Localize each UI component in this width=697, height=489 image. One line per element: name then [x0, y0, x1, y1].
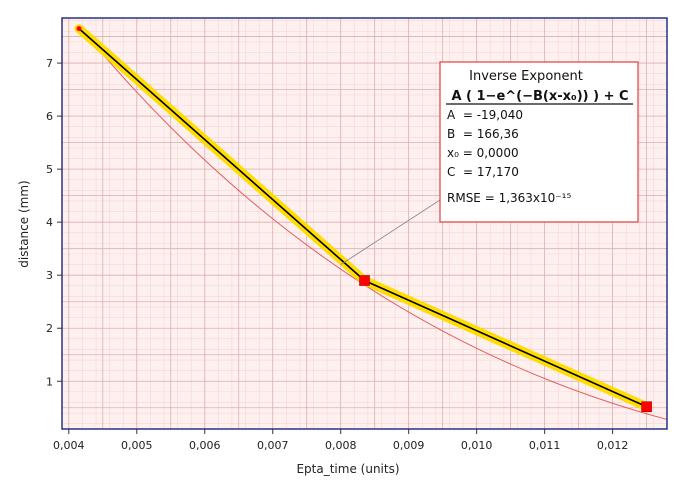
y-tick-label: 4 [46, 216, 53, 229]
y-tick-label: 3 [46, 269, 53, 282]
fit-param-b: B = 166,36 [447, 127, 519, 141]
x-tick-label: 0,007 [257, 439, 289, 452]
y-tick-label: 5 [46, 163, 53, 176]
fit-annotation-box: Inverse Exponent A ( 1−e^(−B(x-x₀)) ) + … [439, 61, 639, 223]
data-point [641, 401, 652, 413]
y-tick-label: 7 [46, 57, 53, 70]
data-point [76, 26, 82, 32]
plot-frame [61, 17, 668, 430]
x-tick-label: 0,010 [461, 439, 493, 452]
data-point [359, 275, 370, 286]
data-markers [76, 26, 652, 413]
x-axis-ticks: 0,004 0,005 0,006 0,007 0,008 0,009 0,010 0,011… [53, 429, 628, 452]
x-tick-label: 0,011 [529, 439, 561, 452]
x-tick-label: 0,004 [53, 439, 85, 452]
x-tick-label: 0,006 [189, 439, 221, 452]
y-tick-label: 1 [46, 375, 53, 388]
fit-param-a: A = -19,040 [447, 108, 523, 122]
y-tick-label: 6 [46, 110, 53, 123]
y-axis-ticks: 1 2 3 4 5 6 7 [46, 57, 62, 388]
x-tick-label: 0,005 [121, 439, 153, 452]
fit-rmse: RMSE = 1,363x10⁻¹⁵ [447, 191, 571, 205]
fit-param-c: C = 17,170 [447, 165, 519, 179]
annotation-pointer [340, 199, 441, 265]
fit-title: Inverse Exponent [469, 69, 583, 84]
x-axis-title: Epta_time (units) [296, 462, 399, 476]
x-tick-label: 0,012 [597, 439, 629, 452]
fit-param-x0: x₀ = 0,0000 [447, 146, 519, 160]
y-tick-label: 2 [46, 322, 53, 335]
fit-curve [78, 25, 668, 420]
x-tick-label: 0,009 [393, 439, 425, 452]
y-axis-title: distance (mm) [17, 180, 31, 267]
fit-formula: A ( 1−e^(−B(x-x₀)) ) + C [451, 89, 628, 104]
x-tick-label: 0,008 [325, 439, 357, 452]
